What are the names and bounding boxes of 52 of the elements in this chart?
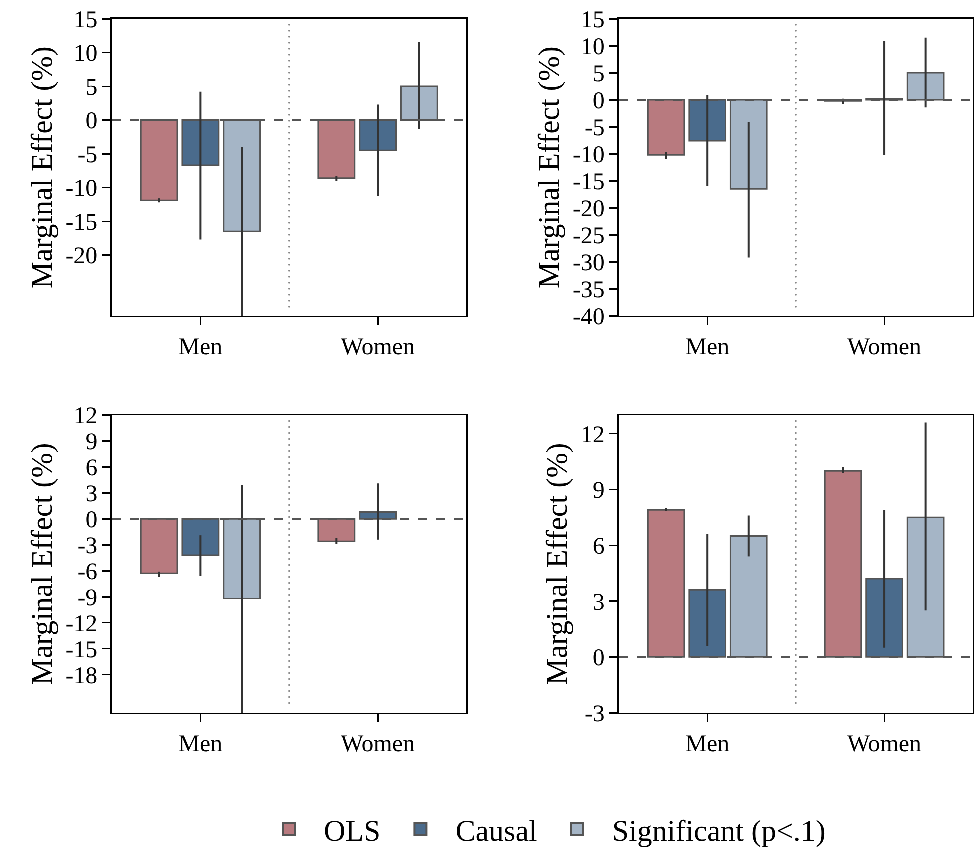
x-tick-label: Men xyxy=(686,334,730,360)
y-tick-label: -15 xyxy=(66,210,98,236)
y-tick-label: 15 xyxy=(74,7,98,34)
y-tick-label: -15 xyxy=(66,637,98,664)
y-tick-label: -10 xyxy=(572,142,605,168)
y-tick-label: 10 xyxy=(580,34,605,60)
y-axis-title: Marginal Effect (%) xyxy=(26,443,59,686)
y-tick-label: -5 xyxy=(584,115,605,142)
x-tick-label: Women xyxy=(848,334,922,360)
y-tick-label: -6 xyxy=(78,559,98,586)
y-tick-label: 0 xyxy=(592,646,605,672)
y-tick-label: -10 xyxy=(66,176,98,202)
x-tick-label: Women xyxy=(848,731,922,758)
y-axis-title: Marginal Effect (%) xyxy=(533,46,566,289)
y-tick-label: -35 xyxy=(572,277,605,304)
x-tick-label: Men xyxy=(686,731,730,758)
legend-label: Causal xyxy=(456,814,538,848)
y-tick-label: -9 xyxy=(78,585,98,612)
y-tick-label: -12 xyxy=(66,611,98,638)
y-tick-label: -3 xyxy=(584,701,605,728)
y-tick-label: 0 xyxy=(86,508,98,534)
y-tick-label: 5 xyxy=(592,61,605,88)
y-tick-label: -25 xyxy=(572,223,605,250)
y-tick-label: 0 xyxy=(592,88,605,114)
y-tick-label: -30 xyxy=(572,250,605,276)
y-tick-label: 9 xyxy=(592,478,605,504)
y-tick-label: -20 xyxy=(572,196,605,222)
x-tick-label: Men xyxy=(178,731,223,758)
y-tick-label: -40 xyxy=(572,304,605,330)
y-tick-label: -18 xyxy=(66,663,98,690)
y-axis-title: Marginal Effect (%) xyxy=(26,46,59,289)
y-tick-label: -20 xyxy=(66,244,98,270)
y-tick-label: -15 xyxy=(572,169,605,196)
y-tick-label: 6 xyxy=(86,456,98,482)
x-tick-label: Women xyxy=(341,731,416,758)
y-tick-label: 12 xyxy=(580,422,605,448)
y-tick-label: 9 xyxy=(86,430,98,456)
y-tick-label: 3 xyxy=(86,482,98,508)
y-tick-label: 5 xyxy=(86,74,98,101)
x-tick-label: Men xyxy=(178,334,223,360)
y-axis-title: Marginal Effect (%) xyxy=(541,443,574,686)
x-tick-label: Women xyxy=(341,334,416,360)
y-tick-label: 10 xyxy=(74,41,98,68)
y-tick-label: -5 xyxy=(78,142,98,168)
legend-label: OLS xyxy=(324,814,381,848)
y-tick-label: -3 xyxy=(78,533,98,560)
y-tick-label: 12 xyxy=(74,404,98,430)
y-tick-label: 6 xyxy=(592,534,605,560)
legend-label: Significant (p<.1) xyxy=(612,814,826,848)
y-tick-label: 15 xyxy=(580,7,605,34)
y-tick-label: 3 xyxy=(592,590,605,616)
y-tick-label: 0 xyxy=(86,108,98,135)
